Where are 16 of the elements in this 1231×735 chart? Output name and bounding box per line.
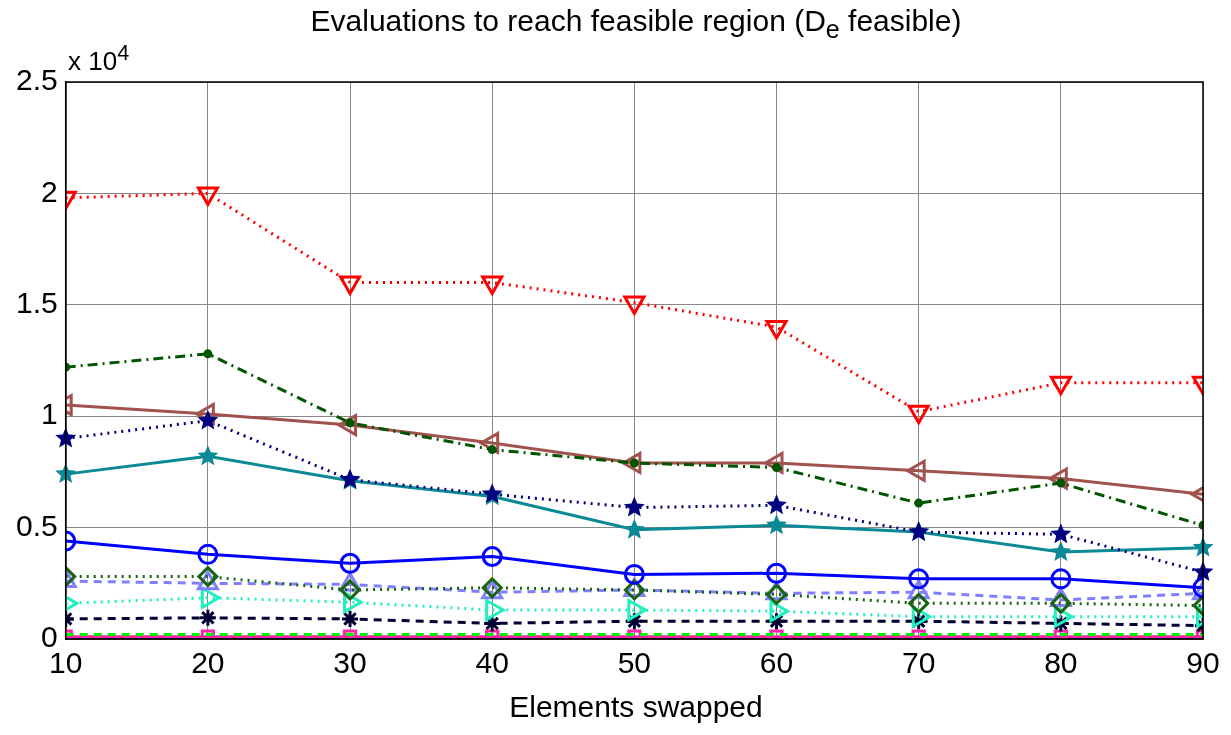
x-tick-label: 40 xyxy=(475,646,509,680)
x-tick-label: 80 xyxy=(1044,646,1078,680)
x-tick-label: 30 xyxy=(333,646,367,680)
y-tick-label: 1 xyxy=(41,397,58,431)
y-tick-label: 2 xyxy=(41,174,58,208)
chart-title: Evaluations to reach feasible region (D$_{e}$ feasible) xyxy=(310,4,962,43)
x-tick-label: 70 xyxy=(901,646,936,680)
y-tick-label: 0.5 xyxy=(15,508,58,542)
text: x 10$^{4}$ xyxy=(68,40,130,77)
x-tick-label: 20 xyxy=(191,646,225,680)
y-tick-label: 2.5 xyxy=(15,63,58,97)
x-tick-label: 50 xyxy=(617,646,652,680)
x-axis-title: Elements swapped xyxy=(508,690,764,724)
x-tick-label: 60 xyxy=(759,646,794,680)
x-tick-label: 90 xyxy=(1186,646,1220,680)
y-tick-label: 1.5 xyxy=(15,286,58,320)
